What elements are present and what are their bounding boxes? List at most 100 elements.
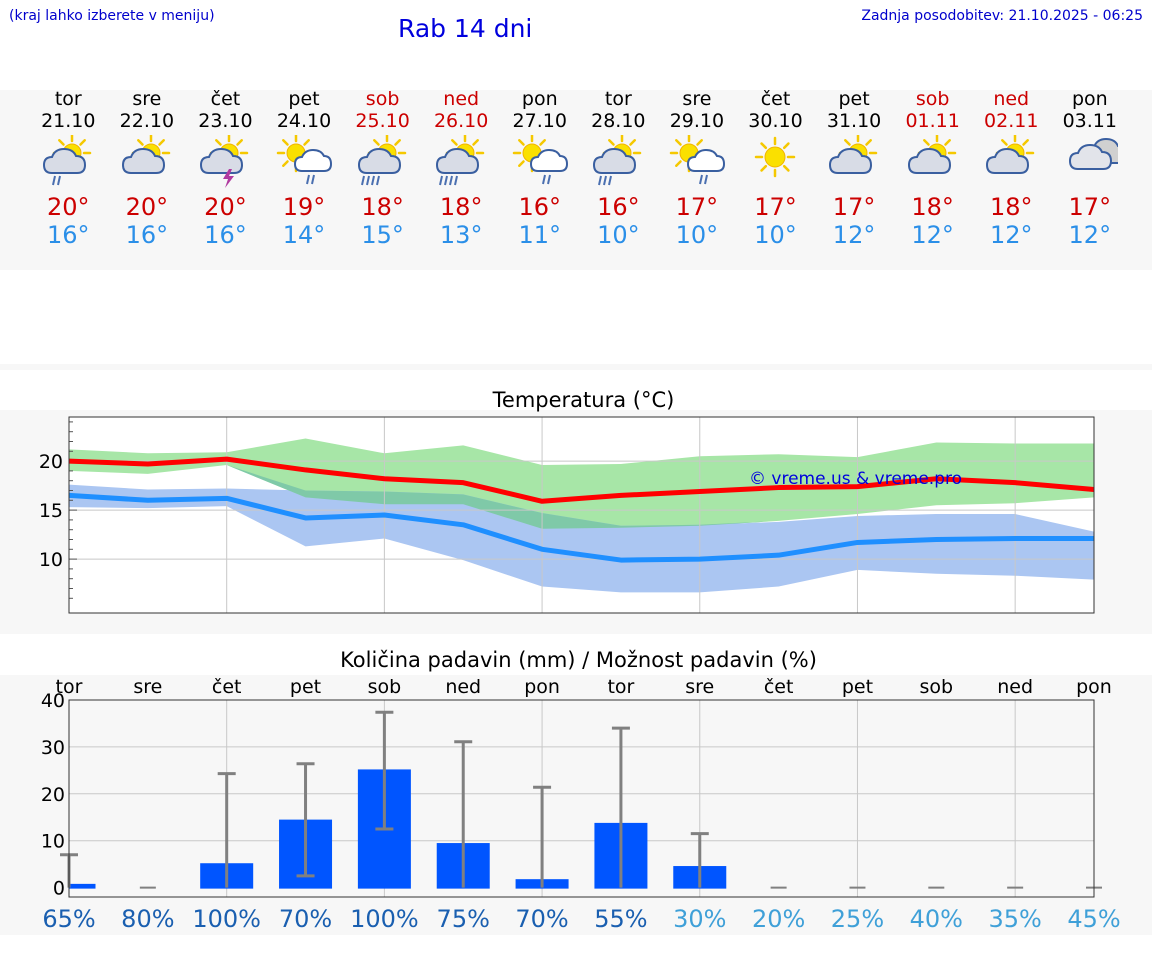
sun-ray — [236, 139, 244, 146]
y-tick-label: 0 — [53, 878, 65, 900]
day-date: 01.11 — [905, 110, 960, 132]
sun-ray — [215, 139, 223, 146]
day-category-label: sre — [685, 676, 714, 698]
location-hint: (kraj lahko izberete v meniju) — [9, 8, 215, 24]
day-category-label: čet — [764, 676, 794, 698]
day-date: 30.10 — [748, 110, 803, 132]
sun-icon — [755, 136, 796, 178]
min-temperature: 16° — [125, 221, 169, 249]
sun-ray — [79, 139, 87, 146]
cloud-shape — [43, 147, 87, 174]
precipitation-probability-label: 55% — [594, 905, 647, 933]
cloud-shape — [686, 148, 725, 172]
min-temperature: 12° — [989, 221, 1033, 249]
rain-drop — [57, 175, 62, 186]
sun-ray — [136, 139, 144, 146]
day-column: pon 27.10 16° 11° — [500, 88, 579, 253]
max-temperature: 18° — [911, 193, 954, 221]
day-category-label: sob — [368, 676, 402, 698]
day-date: 02.11 — [984, 110, 1039, 132]
precipitation-chart-title: Količina padavin (mm) / Možnost padavin … — [340, 648, 817, 672]
precipitation-probability-label: 70% — [279, 905, 332, 933]
sun-cloud-heavy-rain-icon — [357, 135, 406, 186]
cloud-shape — [294, 148, 333, 172]
day-column: sre 22.10 20° 16° — [108, 88, 187, 253]
day-category-label: ned — [997, 676, 1033, 698]
forecast-panel — [0, 90, 1152, 270]
day-date: 29.10 — [669, 110, 725, 132]
precipitation-probability-label: 45% — [1067, 905, 1120, 933]
rain-drop — [370, 175, 375, 186]
precipitation-probability-label: 80% — [121, 905, 174, 933]
rain-drop — [365, 175, 370, 186]
last-update: Zadnja posodobitev: 21.10.2025 - 06:25 — [861, 8, 1143, 24]
min-temperature: 16° — [204, 221, 247, 249]
min-temperature: 11° — [518, 221, 562, 249]
y-tick-label: 40 — [41, 690, 65, 712]
day-name: čet — [760, 88, 791, 110]
rain-drop — [598, 175, 603, 186]
max-temperature-line — [68, 456, 1095, 504]
y-tick-label: 20 — [39, 451, 63, 473]
day-date: 31.10 — [826, 110, 882, 132]
cloud-shape — [593, 147, 637, 174]
day-column: sob 01.11 18° 12° — [893, 88, 972, 253]
min-temperature: 13° — [439, 221, 483, 249]
day-column: pet 24.10 19° 14° — [265, 88, 344, 253]
day-name: ned — [993, 88, 1030, 110]
min-temperature-range-band — [69, 484, 1094, 593]
sun-ray — [372, 139, 380, 146]
min-temperature: 10° — [597, 221, 640, 249]
precipitation-probability-label: 30% — [673, 905, 726, 933]
sun-ray — [844, 139, 851, 146]
max-temperature: 18° — [361, 193, 404, 221]
max-temperature: 17° — [832, 193, 876, 221]
day-category-label: pon — [524, 676, 560, 698]
day-column: sob 25.10 18° 15° — [343, 88, 422, 253]
sun-ray — [783, 164, 791, 172]
precipitation-probability-label: 20% — [752, 905, 805, 933]
min-temperature: 15° — [361, 221, 404, 249]
day-column: čet 30.10 17° 10° — [736, 88, 815, 253]
rain-drop — [375, 175, 380, 186]
sun-behind-cloud-icon — [986, 135, 1035, 174]
min-temperature: 10° — [675, 221, 719, 249]
day-date: 23.10 — [198, 110, 253, 132]
divider — [0, 364, 1152, 370]
sun-ray — [760, 142, 768, 150]
y-tick-label: 15 — [39, 500, 63, 522]
rain-drop — [444, 175, 449, 186]
max-temperature: 17° — [675, 193, 719, 221]
sun-ray — [472, 139, 480, 146]
sun-ray — [451, 139, 458, 146]
plot-border — [68, 416, 1095, 614]
sun-ray — [538, 139, 546, 146]
sun-ray — [674, 160, 682, 167]
day-name: ned — [443, 88, 480, 110]
day-category-label: pon — [1076, 676, 1112, 698]
sun-disc — [764, 146, 786, 168]
day-date: 21.10 — [41, 110, 96, 132]
rain-drop — [449, 175, 454, 186]
sun-white-cloud-rain-icon — [669, 135, 725, 185]
precipitation-bar — [69, 883, 96, 889]
overcast-clouds-icon — [1068, 137, 1118, 170]
day-column: sre 29.10 17° 10° — [658, 88, 737, 253]
day-name: sob — [365, 88, 400, 110]
precipitation-probability-label: 35% — [988, 905, 1041, 933]
sun-ray — [922, 139, 930, 146]
day-date: 28.10 — [591, 110, 646, 132]
y-tick-label: 20 — [41, 784, 65, 806]
rain-drop — [698, 174, 703, 185]
plot-border — [68, 699, 1095, 898]
day-name: sob — [915, 88, 950, 110]
day-name: pet — [288, 88, 320, 110]
temperature-chart-title: Temperatura (°C) — [492, 388, 675, 412]
min-temperature: 12° — [911, 221, 954, 249]
day-category-label: pet — [842, 676, 873, 698]
sun-thunderstorm-icon — [200, 135, 249, 188]
min-temperature: 12° — [1068, 221, 1112, 249]
day-name: pon — [1071, 88, 1108, 110]
day-column: čet 23.10 20° 16° — [186, 88, 265, 253]
precipitation-probability-label: 100% — [192, 905, 261, 933]
